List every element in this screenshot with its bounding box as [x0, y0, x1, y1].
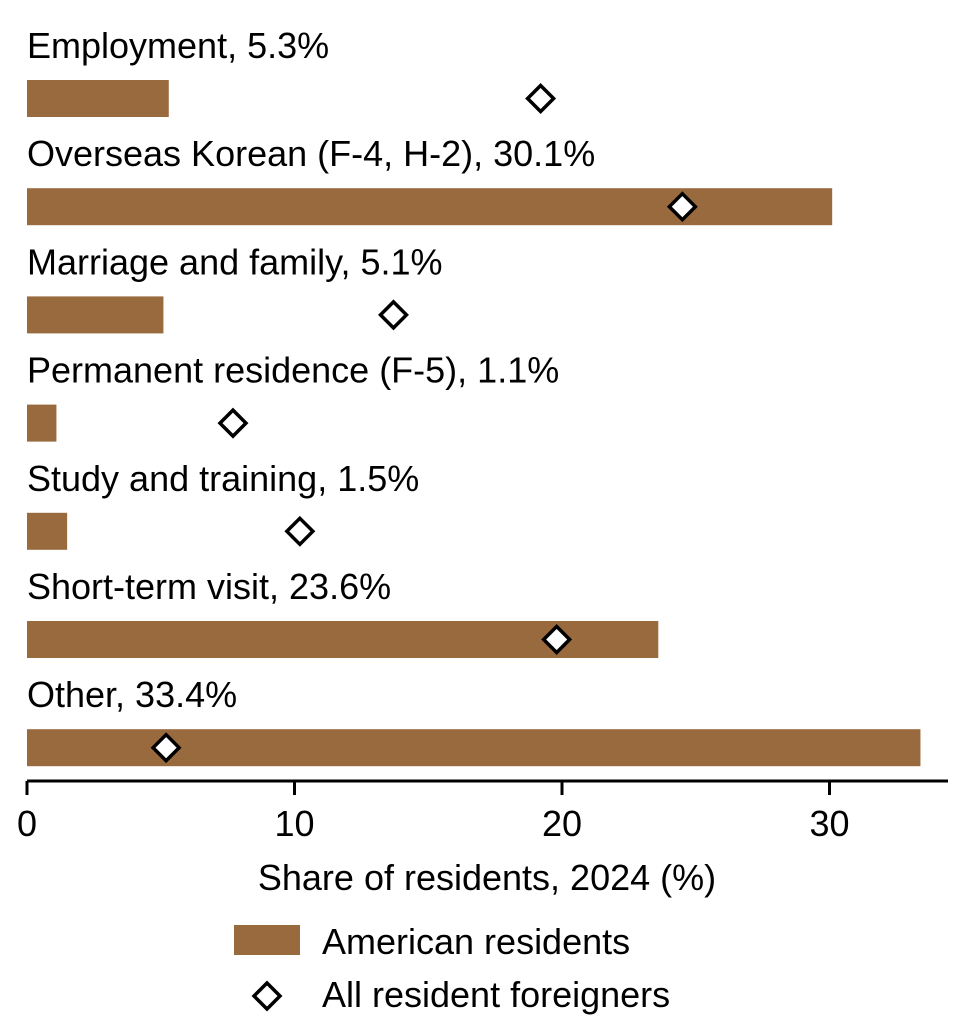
marker-all-resident-foreigners — [541, 624, 573, 655]
category-row: Overseas Korean (F-4, H-2), 30.1% — [27, 133, 833, 226]
x-axis-ticks: 0 10 20 30 — [17, 781, 850, 844]
x-tick-label: 30 — [809, 803, 849, 844]
category-row: Employment, 5.3% — [27, 25, 557, 117]
x-axis-title: Share of residents, 2024 (%) — [258, 857, 716, 898]
category-label: Short-term visit, 23.6% — [27, 566, 391, 607]
bar-american-residents — [27, 404, 57, 442]
category-label: Marriage and family, 5.1% — [27, 241, 443, 282]
x-tick-label: 10 — [274, 803, 314, 844]
marker-all-resident-foreigners — [666, 191, 698, 223]
legend-label-all-resident-foreigners: All resident foreigners — [322, 974, 670, 1015]
x-tick-label: 0 — [17, 803, 37, 844]
category-label: Other, 33.4% — [27, 674, 237, 715]
category-row: Short-term visit, 23.6% — [27, 566, 659, 658]
marker-all-resident-foreigners — [378, 299, 409, 331]
legend: American residents All resident foreigne… — [234, 921, 670, 1015]
x-axis: 0 10 20 30 Share of residents, 2024 (%) — [17, 779, 948, 898]
category-row: Study and training, 1.5% — [27, 458, 419, 550]
category-groups: Employment, 5.3% Overseas Korean (F-4, H-… — [27, 25, 921, 767]
category-label: Overseas Korean (F-4, H-2), 30.1% — [27, 133, 595, 174]
legend-diamond-swatch — [251, 980, 283, 1012]
bar-american-residents — [27, 80, 169, 117]
category-row: Other, 33.4% — [27, 674, 921, 767]
marker-all-resident-foreigners — [284, 515, 316, 547]
marker-all-resident-foreigners — [217, 407, 249, 439]
category-label: Study and training, 1.5% — [27, 458, 419, 499]
category-row: Marriage and family, 5.1% — [27, 241, 443, 334]
bar-american-residents — [27, 296, 164, 334]
x-tick-label: 20 — [542, 803, 582, 844]
marker-all-resident-foreigners — [525, 83, 557, 114]
category-label: Permanent residence (F-5), 1.1% — [27, 350, 559, 391]
marker-all-resident-foreigners — [150, 732, 182, 764]
bar-american-residents — [27, 512, 68, 550]
category-label: Employment, 5.3% — [27, 25, 329, 66]
bar-american-residents — [27, 188, 833, 226]
legend-bar-swatch — [234, 925, 300, 955]
category-row: Permanent residence (F-5), 1.1% — [27, 350, 559, 442]
legend-label-american-residents: American residents — [322, 921, 630, 962]
